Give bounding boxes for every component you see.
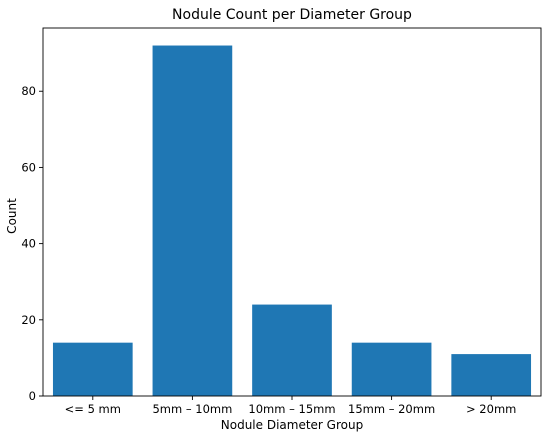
y-tick-label: 60 (21, 160, 36, 174)
bar (52, 342, 133, 396)
plot-area: 0 20 40 60 80 <= 5 mm 5mm – 10mm 10mm – 15mm 15m… (21, 27, 542, 416)
y-tick-label: 80 (21, 84, 36, 98)
x-tick-label: 15mm – 20mm (348, 402, 435, 416)
bar (152, 45, 233, 397)
bar (451, 354, 532, 396)
y-tick-label: 20 (21, 313, 36, 327)
x-axis-label: Nodule Diameter Group (221, 418, 363, 432)
y-tick-label: 40 (21, 237, 36, 251)
chart-title: Nodule Count per Diameter Group (172, 7, 412, 23)
y-axis-label: Count (5, 198, 19, 234)
x-tick-label: 5mm – 10mm (152, 402, 232, 416)
x-tick-label: 10mm – 15mm (248, 402, 335, 416)
bar (252, 304, 332, 396)
x-tick-label: <= 5 mm (65, 402, 121, 416)
x-tick-label: > 20mm (466, 402, 516, 416)
bar (351, 342, 432, 396)
y-tick-label: 0 (29, 389, 36, 403)
